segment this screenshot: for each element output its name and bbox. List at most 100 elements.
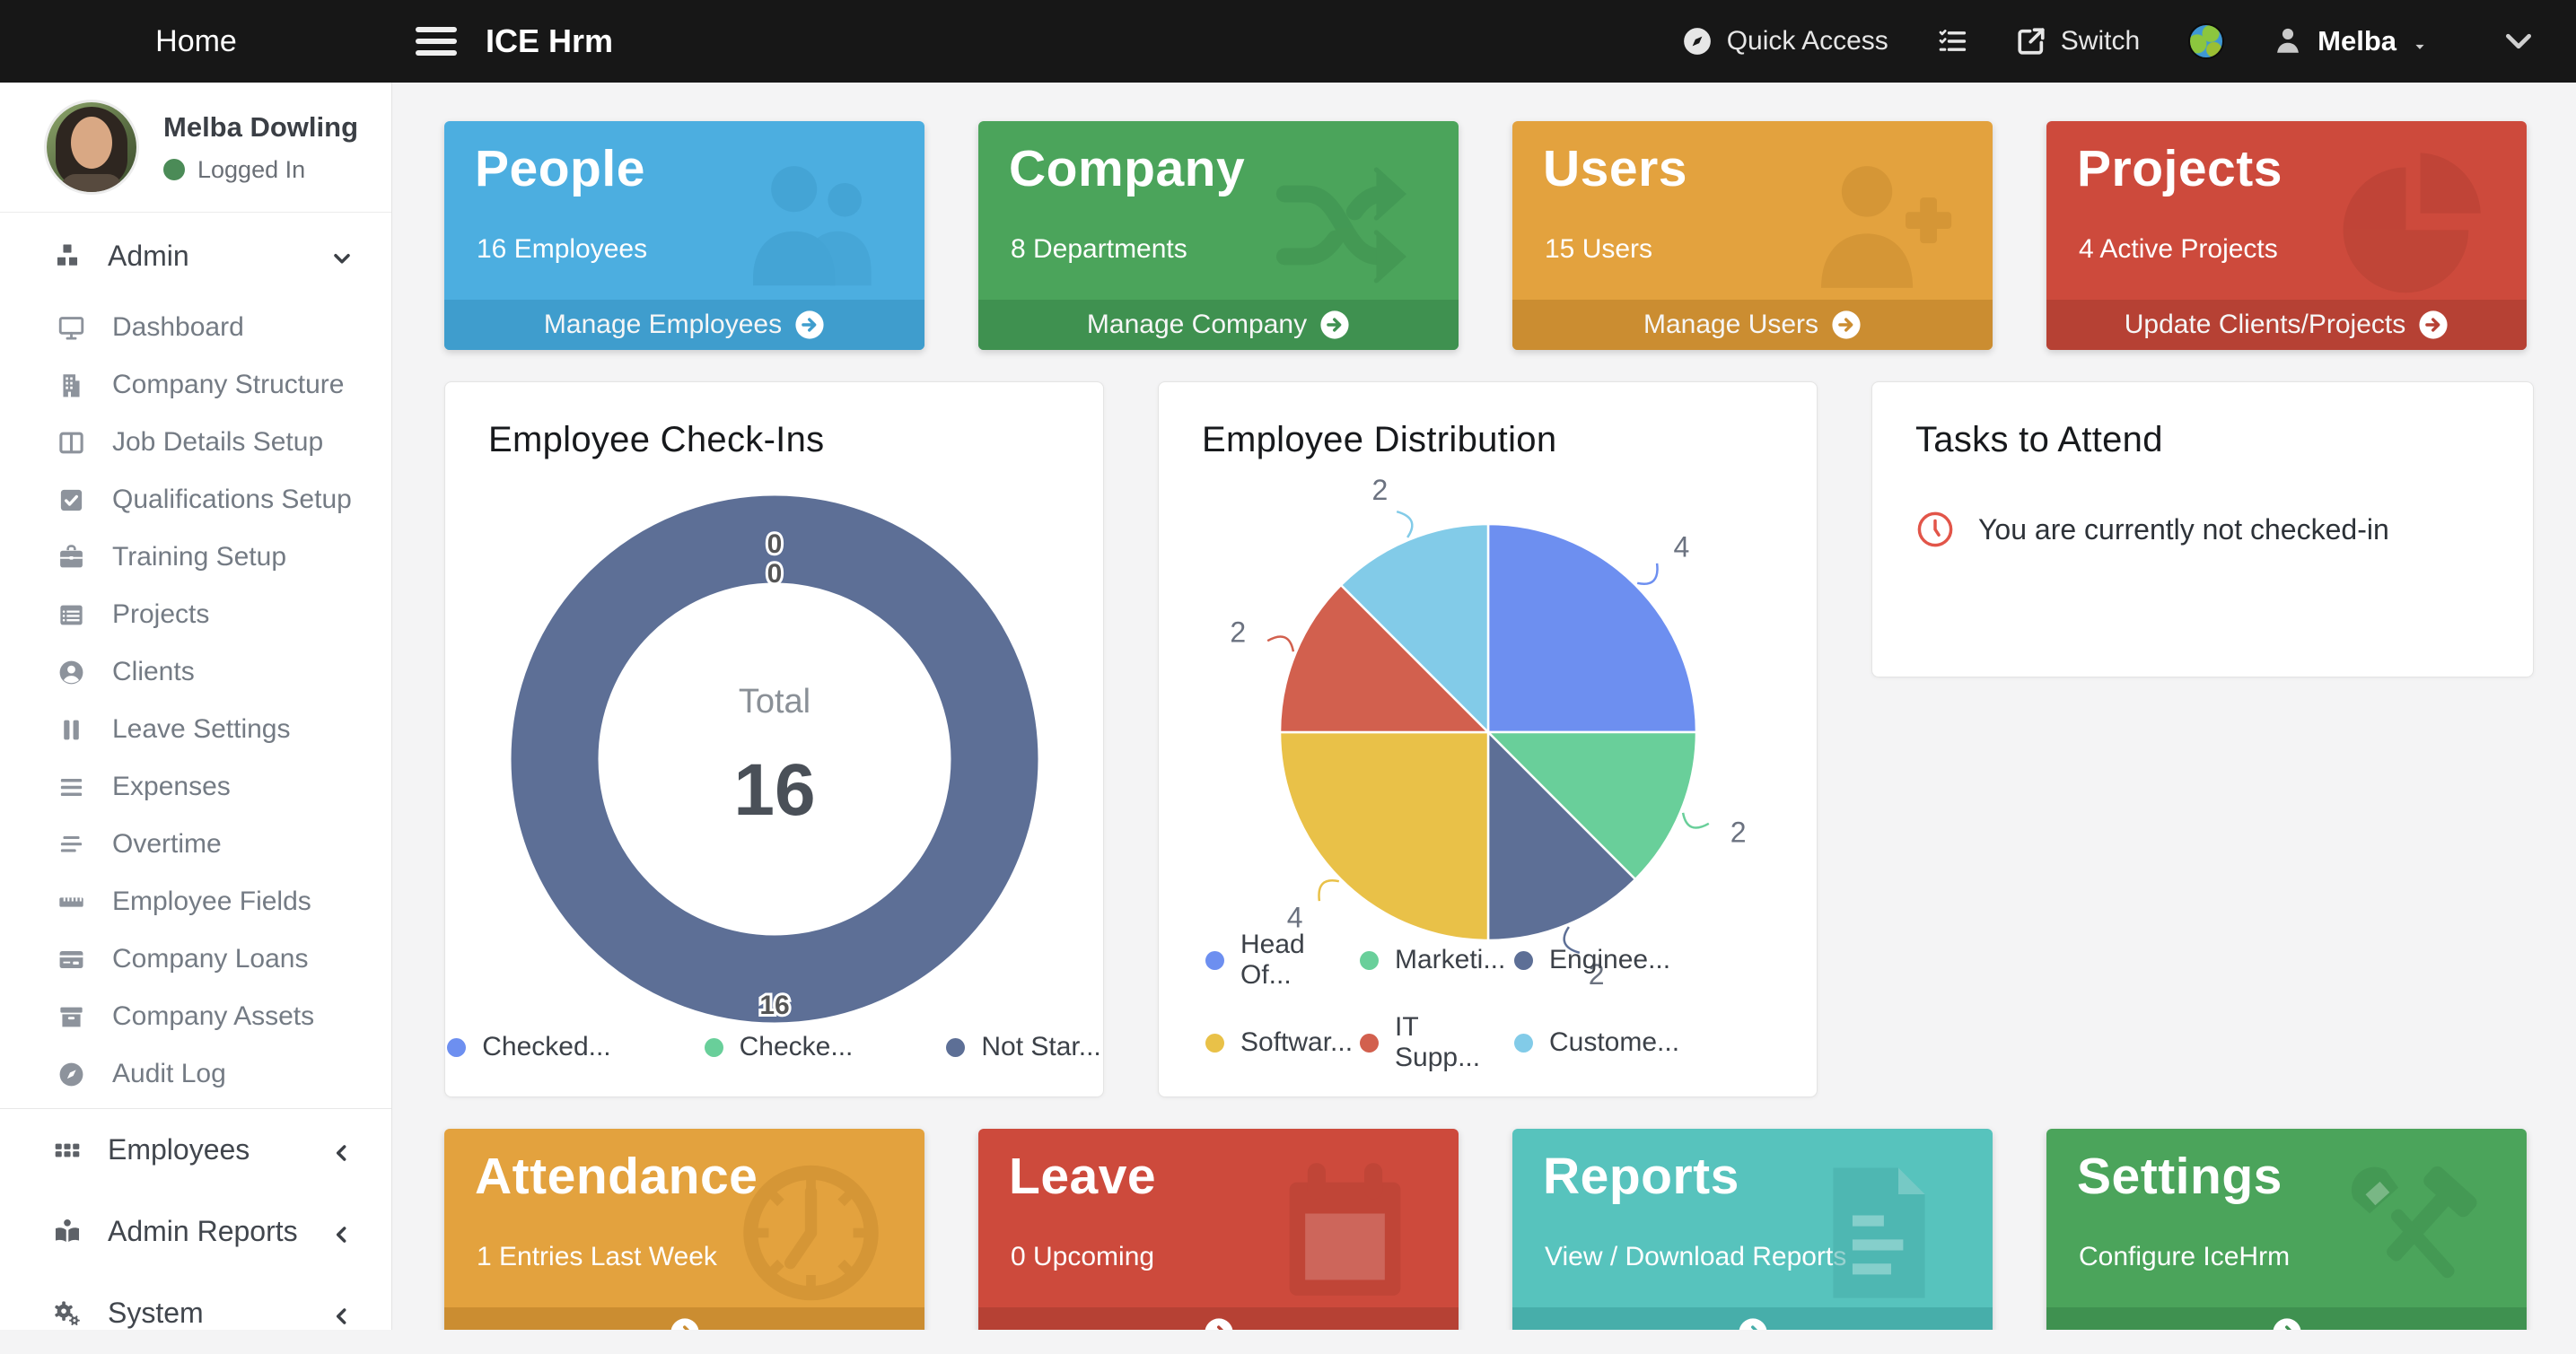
legend-item-head-of[interactable]: Head Of... (1205, 930, 1345, 991)
legend-item-checke[interactable]: Checke... (704, 1032, 853, 1062)
tile-company[interactable]: Company 8 Departments Manage Company (978, 121, 1459, 350)
legend-label: Head Of... (1240, 930, 1305, 990)
legend-item-softwar[interactable]: Softwar... (1205, 1027, 1353, 1058)
tile-leave[interactable]: Leave 0 Upcoming (978, 1129, 1459, 1330)
summary-tiles-row: People 16 Employees Manage Employees Compan… (444, 121, 2576, 350)
sidebar-item-label: Company Assets (112, 1001, 315, 1031)
navbar-chevron-down-icon[interactable] (2501, 23, 2537, 59)
sidebar-item-clients[interactable]: Clients (0, 643, 391, 701)
tile-footer-leave[interactable] (978, 1307, 1459, 1330)
employee-distribution-card: Employee Distribution 4 2 2 4 2 2 Head Of... M… (1158, 381, 1818, 1097)
tile-projects[interactable]: Projects 4 Active Projects Update Clients/… (2046, 121, 2527, 350)
avatar[interactable] (47, 102, 136, 192)
tile-footer-people[interactable]: Manage Employees (444, 300, 924, 350)
sidebar-item-qualifications-setup[interactable]: Qualifications Setup (0, 471, 391, 528)
sidebar-section-label: Admin Reports (108, 1215, 298, 1247)
sidebar-item-company-assets[interactable]: Company Assets (0, 988, 391, 1045)
sidebar-section-admin-reports[interactable]: Admin Reports (0, 1191, 391, 1272)
tile-footer-reports[interactable] (1512, 1307, 1993, 1330)
tasks-card: Tasks to Attend You are currently not ch… (1871, 381, 2534, 677)
arrow-circle-right-icon (794, 310, 825, 340)
tile-footer-users[interactable]: Manage Users (1512, 300, 1993, 350)
status-dot (163, 159, 185, 180)
tile-reports[interactable]: Reports View / Download Reports (1512, 1129, 1993, 1330)
sidebar-item-label: Qualifications Setup (112, 485, 352, 514)
sidebar-item-company-structure[interactable]: Company Structure (0, 356, 391, 414)
tile-attendance[interactable]: Attendance 1 Entries Last Week (444, 1129, 924, 1330)
switch-button[interactable]: Switch (2016, 26, 2140, 57)
user-circle-icon (57, 659, 85, 686)
archive-icon (57, 1003, 85, 1031)
legend-item-not-star[interactable]: Not Star... (946, 1032, 1101, 1062)
sidebar-item-audit-log[interactable]: Audit Log (0, 1045, 391, 1103)
sidebar-section-employees[interactable]: Employees (0, 1109, 391, 1191)
pie-leader-line (1266, 635, 1295, 652)
legend-dot (1514, 950, 1533, 970)
distribution-pie-chart[interactable]: 4 2 2 4 2 2 (1174, 479, 1802, 985)
pie-callout-value: 4 (1287, 902, 1303, 934)
tile-title: Reports (1543, 1148, 1739, 1205)
pie-slice-custome[interactable] (1339, 522, 1490, 734)
tools-icon (2321, 1156, 2505, 1310)
sidebar-item-expenses[interactable]: Expenses (0, 758, 391, 816)
hamburger-menu-icon[interactable] (416, 25, 457, 57)
sidebar-item-projects[interactable]: Projects (0, 586, 391, 643)
align-lines-icon (57, 831, 85, 859)
tile-subtitle: 15 Users (1545, 234, 1653, 264)
tile-footer-settings[interactable] (2046, 1307, 2527, 1330)
briefcase-icon (57, 544, 85, 572)
sidebar-item-training-setup[interactable]: Training Setup (0, 528, 391, 586)
pie-slice-marketi[interactable] (1486, 730, 1698, 881)
sidebar-item-leave-settings[interactable]: Leave Settings (0, 701, 391, 758)
arrow-circle-right-icon (2272, 1317, 2302, 1330)
sidebar-section-system[interactable]: System (0, 1272, 391, 1354)
tile-title: Projects (2077, 140, 2282, 197)
legend-item-it-supp[interactable]: IT Supp... (1360, 1012, 1500, 1073)
pie-slice-enginee[interactable] (1486, 730, 1637, 942)
checkins-title: Employee Check-Ins (488, 420, 825, 459)
sidebar-item-label: Leave Settings (112, 714, 291, 744)
sidebar-section-label: Admin (108, 239, 189, 272)
tile-footer-attendance[interactable] (444, 1307, 924, 1330)
sidebar-item-company-loans[interactable]: Company Loans (0, 930, 391, 988)
pie-slice-head-of[interactable] (1486, 522, 1698, 734)
arrow-circle-right-icon (1319, 310, 1350, 340)
caret-down-icon (2411, 32, 2429, 50)
chevron-left-icon (330, 1139, 354, 1162)
tile-footer-company[interactable]: Manage Company (978, 300, 1459, 350)
language-globe-icon[interactable] (2188, 23, 2225, 59)
legend-dot (704, 1037, 723, 1057)
sidebar-item-job-details-setup[interactable]: Job Details Setup (0, 414, 391, 471)
legend-label: IT Supp... (1395, 1012, 1481, 1072)
nav-home-link[interactable]: Home (155, 23, 237, 58)
tile-subtitle: Configure IceHrm (2079, 1242, 2291, 1271)
legend-dot (1205, 1033, 1224, 1053)
distribution-legend: Head Of... Marketi... Enginee... Softwar...… (1205, 930, 1799, 1073)
quick-access-button[interactable]: Quick Access (1682, 26, 1888, 57)
arrow-circle-right-icon (1831, 310, 1862, 340)
user-menu[interactable]: Melba (2273, 25, 2429, 57)
tasks-list-icon[interactable] (1937, 26, 1967, 57)
legend-item-custome[interactable]: Custome... (1514, 1027, 1679, 1058)
pie-slice-it-supp[interactable] (1278, 583, 1490, 734)
tile-settings[interactable]: Settings Configure IceHrm (2046, 1129, 2527, 1330)
pie-slice-softwar[interactable] (1278, 730, 1490, 942)
tile-subtitle: 16 Employees (477, 234, 648, 264)
sidebar-item-label: Company Structure (112, 370, 345, 399)
people-group-icon (719, 148, 903, 302)
legend-item-checked[interactable]: Checked... (447, 1032, 611, 1062)
tile-people[interactable]: People 16 Employees Manage Employees (444, 121, 924, 350)
sidebar-section-admin[interactable]: Admin (0, 213, 391, 299)
sidebar-item-employee-fields[interactable]: Employee Fields (0, 873, 391, 930)
checkins-donut-chart[interactable]: 0 0 16 Total 16 (496, 481, 1053, 1037)
chevron-left-icon (330, 1220, 354, 1244)
tile-users[interactable]: Users 15 Users Manage Users (1512, 121, 1993, 350)
tile-footer-projects[interactable]: Update Clients/Projects (2046, 300, 2527, 350)
legend-item-marketi[interactable]: Marketi... (1360, 945, 1505, 975)
check-square-icon (57, 486, 85, 514)
user-icon (2273, 26, 2303, 57)
legend-item-enginee[interactable]: Enginee... (1514, 945, 1670, 975)
legend-label: Enginee... (1549, 945, 1671, 974)
sidebar-item-dashboard[interactable]: Dashboard (0, 299, 391, 356)
sidebar-item-overtime[interactable]: Overtime (0, 816, 391, 873)
